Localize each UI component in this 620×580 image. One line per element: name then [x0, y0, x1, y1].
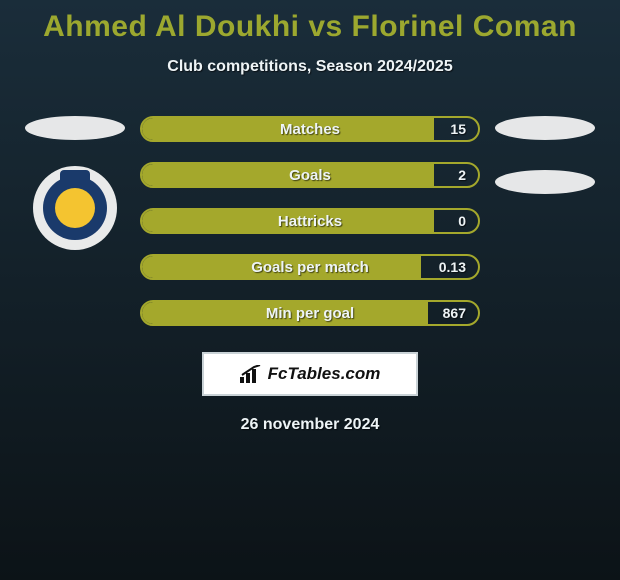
player-silhouette-left — [25, 116, 125, 140]
player-silhouette-right-2 — [495, 170, 595, 194]
stat-value: 867 — [443, 305, 466, 321]
date-label: 26 november 2024 — [0, 416, 620, 434]
page-title: Ahmed Al Doukhi vs Florinel Coman — [0, 0, 620, 44]
club-badge-inner — [43, 176, 107, 240]
left-player-col — [20, 116, 130, 326]
stat-bar-fill — [142, 164, 434, 186]
stat-bar: Matches 15 — [140, 116, 480, 142]
stat-bar: Goals 2 — [140, 162, 480, 188]
stat-bar: Hattricks 0 — [140, 208, 480, 234]
club-badge-left — [33, 166, 117, 250]
subtitle: Club competitions, Season 2024/2025 — [0, 58, 620, 76]
stat-label: Matches — [280, 121, 340, 138]
stat-label: Min per goal — [266, 305, 354, 322]
stat-bars: Matches 15 Goals 2 Hattricks 0 Goals per match… — [140, 116, 480, 326]
stat-value: 0.13 — [439, 259, 466, 275]
stat-label: Goals per match — [251, 259, 369, 276]
stat-bar: Goals per match 0.13 — [140, 254, 480, 280]
chart-icon — [240, 365, 262, 383]
comparison-card: Ahmed Al Doukhi vs Florinel Coman Club c… — [0, 0, 620, 580]
brand-text: FcTables.com — [268, 364, 381, 384]
brand-box[interactable]: FcTables.com — [202, 352, 418, 396]
stat-label: Goals — [289, 167, 331, 184]
stat-value: 15 — [450, 121, 466, 137]
stat-value: 0 — [458, 213, 466, 229]
crown-icon — [60, 170, 90, 184]
player-silhouette-right-1 — [495, 116, 595, 140]
stat-bar: Min per goal 867 — [140, 300, 480, 326]
right-player-col — [490, 116, 600, 326]
stat-label: Hattricks — [278, 213, 342, 230]
body-row: Matches 15 Goals 2 Hattricks 0 Goals per match… — [0, 116, 620, 326]
globe-icon — [55, 188, 95, 228]
stat-value: 2 — [458, 167, 466, 183]
